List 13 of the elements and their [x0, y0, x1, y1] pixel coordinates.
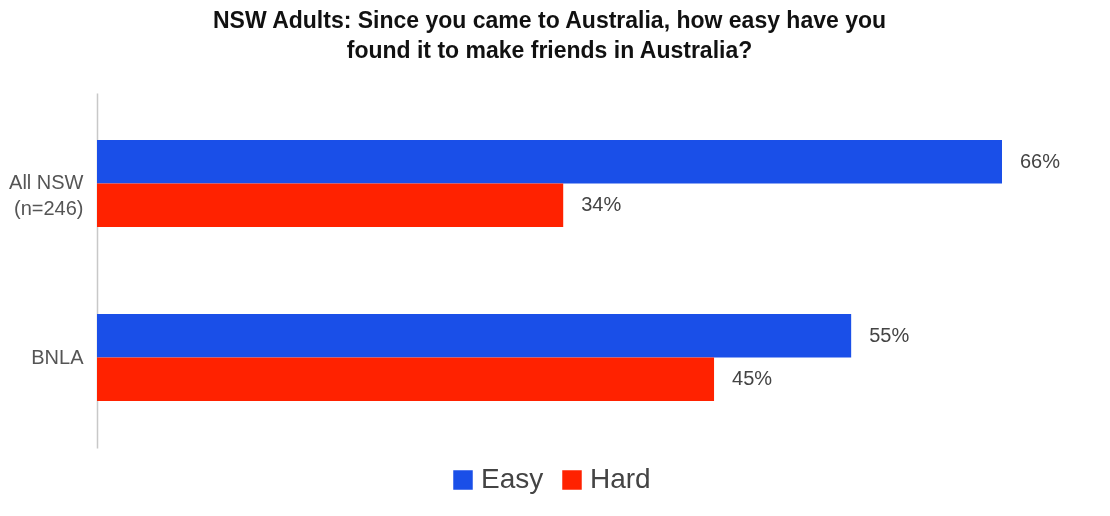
- data-label: 55%: [869, 323, 910, 346]
- data-label: 66%: [1020, 149, 1061, 172]
- chart-title: NSW Adults: Since you came to Australia, how easy have you found it to make friends in Australia?: [212, 7, 887, 63]
- legend-label: Hard: [590, 463, 651, 494]
- bar: [97, 314, 852, 358]
- bar: [97, 357, 715, 402]
- y-tick-label: All NSW (n=246): [9, 171, 84, 220]
- legend-label: Easy: [481, 463, 544, 494]
- bar: [97, 139, 1002, 184]
- data-label: 45%: [732, 367, 773, 390]
- y-tick-label: BNLA: [31, 345, 85, 368]
- data-label: 34%: [581, 193, 622, 216]
- bar: [97, 183, 564, 227]
